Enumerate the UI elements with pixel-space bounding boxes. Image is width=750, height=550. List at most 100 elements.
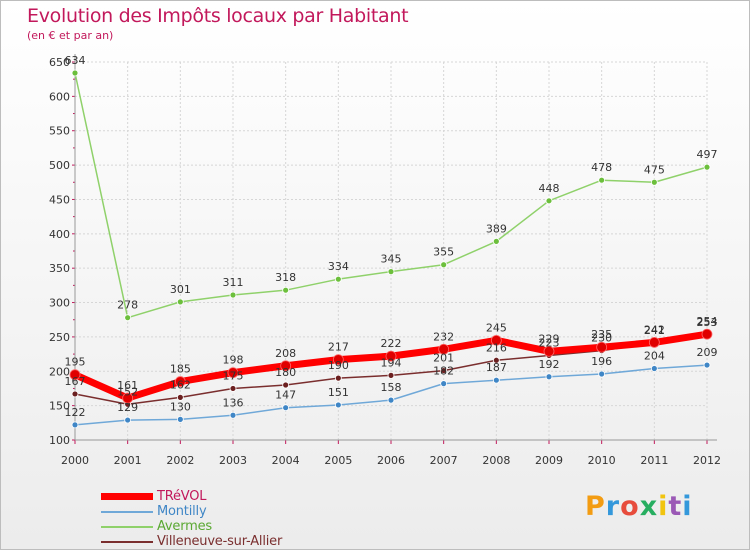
data-point bbox=[176, 415, 184, 423]
x-tick-label: 2004 bbox=[272, 454, 300, 467]
data-label: 230 bbox=[591, 332, 612, 345]
x-tick-label: 2003 bbox=[219, 454, 247, 467]
data-point bbox=[282, 286, 290, 294]
logo-letter: P bbox=[585, 491, 606, 522]
data-point bbox=[334, 275, 342, 283]
data-label: 278 bbox=[117, 299, 138, 312]
data-label: 217 bbox=[328, 341, 349, 354]
data-label: 389 bbox=[486, 222, 507, 235]
data-labels: 634 278 301 311 318 334 345 355 389 448 478 475 497 1… bbox=[65, 54, 718, 419]
data-label: 253 bbox=[697, 316, 718, 329]
y-tick-label: 200 bbox=[49, 365, 70, 378]
data-point bbox=[229, 291, 237, 299]
data-label: 130 bbox=[170, 400, 191, 413]
y-tick-label: 600 bbox=[49, 90, 70, 103]
data-label: 222 bbox=[381, 337, 402, 350]
grid bbox=[74, 61, 708, 441]
y-tick-label: 450 bbox=[49, 193, 70, 206]
data-label: 152 bbox=[117, 385, 138, 398]
data-label: 448 bbox=[539, 182, 560, 195]
data-point bbox=[440, 261, 448, 269]
data-label: 334 bbox=[328, 260, 349, 273]
data-label: 167 bbox=[65, 375, 86, 388]
data-label: 209 bbox=[697, 346, 718, 359]
axes: 100 150 200 250 300 350 400 450 500 550 600 650 2000… bbox=[49, 54, 721, 467]
legend-item: Villeneuve-sur-Allier bbox=[101, 534, 282, 549]
data-point bbox=[438, 343, 450, 355]
data-label: 182 bbox=[433, 365, 454, 378]
x-tick-label: 2001 bbox=[114, 454, 142, 467]
data-point bbox=[598, 370, 606, 378]
data-label: 162 bbox=[170, 378, 191, 391]
data-label: 223 bbox=[539, 336, 560, 349]
data-point bbox=[650, 178, 658, 186]
x-tick-label: 2010 bbox=[588, 454, 616, 467]
data-label: 129 bbox=[117, 401, 138, 414]
logo-letter: o bbox=[620, 491, 640, 522]
x-tick-label: 2012 bbox=[693, 454, 721, 467]
legend-swatch bbox=[101, 525, 153, 528]
data-point bbox=[176, 298, 184, 306]
data-point bbox=[71, 69, 79, 77]
data-point bbox=[596, 341, 608, 353]
data-label: 194 bbox=[381, 356, 402, 369]
data-point bbox=[176, 393, 184, 401]
data-point bbox=[650, 365, 658, 372]
data-point bbox=[545, 197, 553, 205]
x-tick-label: 2006 bbox=[377, 454, 405, 467]
legend-label: TRéVOL bbox=[157, 489, 207, 504]
data-label: 198 bbox=[223, 354, 244, 367]
data-label: 201 bbox=[433, 352, 454, 365]
data-point bbox=[492, 376, 500, 384]
data-label: 180 bbox=[275, 366, 296, 379]
data-point bbox=[701, 328, 713, 340]
data-label: 301 bbox=[170, 283, 191, 296]
data-point bbox=[282, 404, 290, 412]
legend-swatch bbox=[101, 540, 153, 543]
chart-title: Evolution des Impôts locaux par Habitant bbox=[27, 5, 409, 27]
x-tick-label: 2007 bbox=[430, 454, 458, 467]
data-label: 355 bbox=[433, 246, 454, 259]
y-tick-label: 500 bbox=[49, 159, 70, 172]
data-point bbox=[440, 367, 448, 374]
data-point bbox=[334, 401, 342, 409]
y-tick-label: 400 bbox=[49, 228, 70, 241]
legend-item: Avermes bbox=[101, 519, 282, 534]
data-label: 497 bbox=[697, 148, 718, 161]
data-point bbox=[648, 337, 660, 348]
data-point bbox=[69, 369, 81, 381]
x-tick-label: 2000 bbox=[61, 454, 89, 467]
y-tick-label: 300 bbox=[49, 297, 70, 310]
legend-label: Villeneuve-sur-Allier bbox=[157, 534, 283, 549]
x-tick-label: 2011 bbox=[640, 454, 668, 467]
data-label: 158 bbox=[381, 381, 402, 394]
series-lines bbox=[69, 69, 713, 429]
data-point bbox=[492, 356, 500, 364]
data-label: 161 bbox=[117, 379, 138, 392]
legend-label: Avermes bbox=[157, 519, 212, 534]
legend: TRéVOL Montilly Avermes Villeneuve-sur-Alli… bbox=[101, 489, 282, 549]
x-tick-label: 2005 bbox=[324, 454, 352, 467]
legend-item: TRéVOL bbox=[101, 489, 282, 504]
x-tick-label: 2009 bbox=[535, 454, 563, 467]
y-tick-label: 100 bbox=[49, 434, 70, 447]
data-point bbox=[122, 392, 134, 404]
x-tick-label: 2008 bbox=[482, 454, 510, 467]
data-point bbox=[71, 421, 79, 429]
data-point bbox=[598, 176, 606, 184]
data-label: 185 bbox=[170, 363, 191, 376]
data-label: 235 bbox=[591, 328, 612, 341]
data-point bbox=[229, 385, 237, 392]
data-label: 475 bbox=[644, 163, 665, 176]
data-label: 196 bbox=[591, 355, 612, 368]
data-point bbox=[124, 314, 132, 322]
legend-swatch bbox=[101, 493, 153, 500]
y-tick-label: 650 bbox=[49, 56, 70, 69]
data-point bbox=[545, 373, 553, 381]
y-tick-label: 250 bbox=[49, 331, 70, 344]
data-label: 192 bbox=[539, 358, 560, 371]
legend-swatch bbox=[101, 510, 153, 513]
data-point bbox=[440, 380, 448, 388]
proxiti-logo: Proxiti bbox=[585, 491, 693, 522]
